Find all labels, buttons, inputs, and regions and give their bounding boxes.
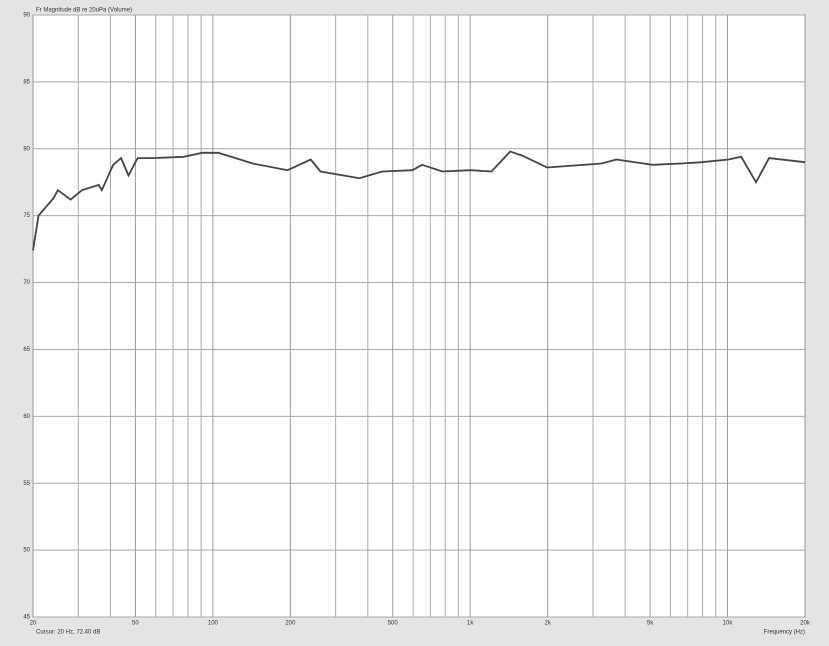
y-tick-label: 60 (23, 414, 30, 420)
y-tick-label: 85 (23, 79, 30, 85)
x-tick-label: 2k (544, 621, 551, 627)
y-tick-label: 75 (23, 213, 30, 219)
y-tick-label: 70 (23, 280, 30, 286)
y-tick-label: 45 (23, 615, 30, 621)
chart-title: Fr Magnitude dB re 20uPa (Volume) (36, 8, 132, 14)
y-tick-label: 65 (23, 347, 30, 353)
x-tick-label: 20k (800, 621, 811, 627)
x-tick-label: 500 (388, 621, 399, 627)
x-tick-label: 5k (647, 621, 654, 627)
x-axis-label: Frequency (Hz) (764, 630, 805, 636)
x-tick-label: 200 (285, 621, 296, 627)
y-tick-label: 80 (23, 146, 30, 152)
x-tick-label: 10k (723, 621, 734, 627)
y-tick-label: 50 (23, 548, 30, 554)
y-tick-label: 55 (23, 481, 30, 487)
x-tick-label: 1k (467, 621, 474, 627)
plot-area (32, 14, 806, 618)
x-tick-label: 20 (30, 621, 37, 627)
data-line (32, 150, 806, 251)
x-tick-label: 100 (208, 621, 219, 627)
x-tick-label: 50 (132, 621, 139, 627)
cursor-readout: Cursor: 20 Hz, 72.40 dB (36, 630, 100, 636)
y-tick-label: 90 (23, 13, 30, 19)
